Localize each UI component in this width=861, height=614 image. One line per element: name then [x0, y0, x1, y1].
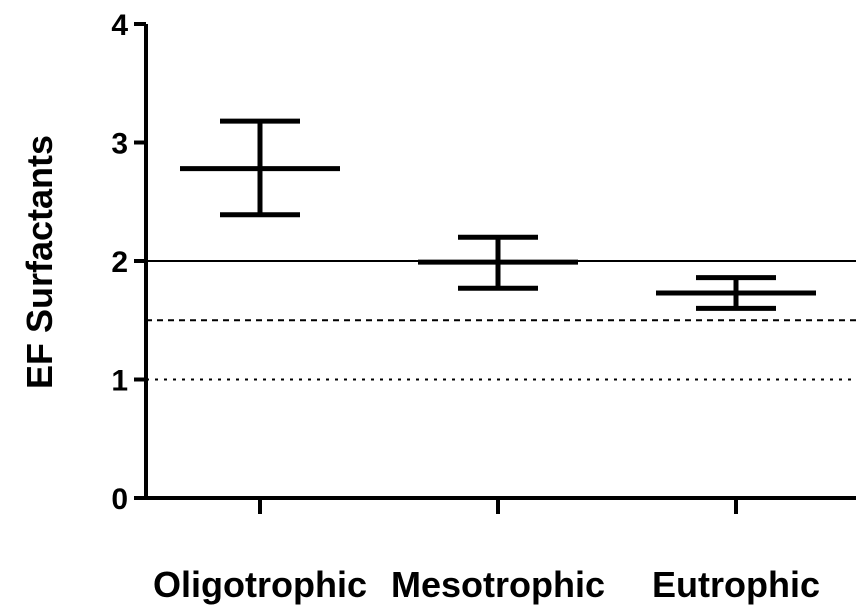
y-axis-label: EF Surfactants	[19, 135, 60, 389]
x-tick-label: Mesotrophic	[391, 564, 605, 605]
y-tick-label: 2	[111, 246, 128, 279]
data-marks	[180, 118, 816, 311]
y-tick-label: 4	[111, 9, 128, 42]
tick-labels: 0 1 2 3 4 Oligotrophic Mesotrophic Eutrophic	[111, 9, 820, 605]
x-tick-label: Eutrophic	[652, 564, 820, 605]
axes	[134, 22, 856, 514]
x-tick-label: Oligotrophic	[153, 564, 367, 605]
y-tick-label: 1	[111, 365, 128, 398]
y-tick-label: 3	[111, 128, 128, 161]
y-tick-label: 0	[111, 483, 128, 516]
